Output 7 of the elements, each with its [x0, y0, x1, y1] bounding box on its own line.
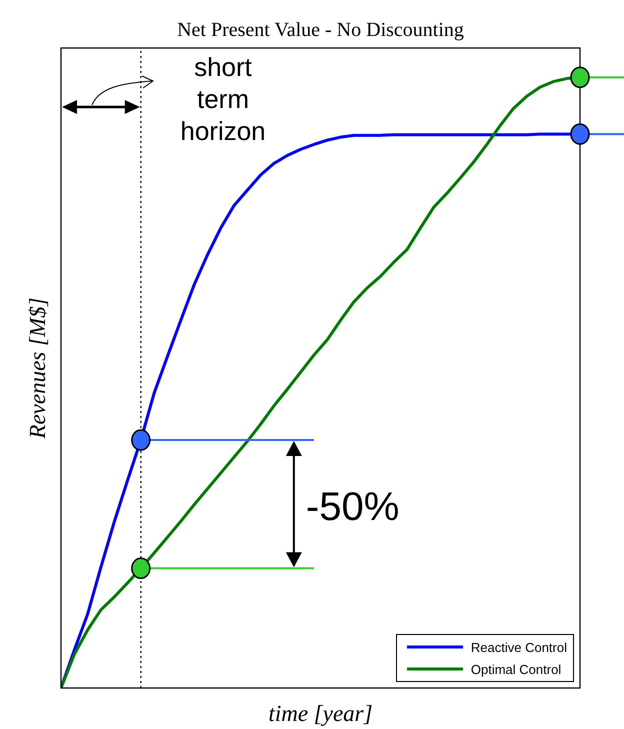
y-axis-title: Revenues [M$]: [25, 297, 50, 440]
x-axis-title: time [year]: [268, 701, 373, 726]
legend-label: Reactive Control: [470, 640, 567, 654]
legend-label: Optimal Control: [470, 662, 562, 676]
chart-title: Net Present Value - No Discounting: [177, 19, 464, 41]
annotation: short term horizon: [180, 52, 266, 146]
annotation: -50%: [306, 485, 400, 530]
